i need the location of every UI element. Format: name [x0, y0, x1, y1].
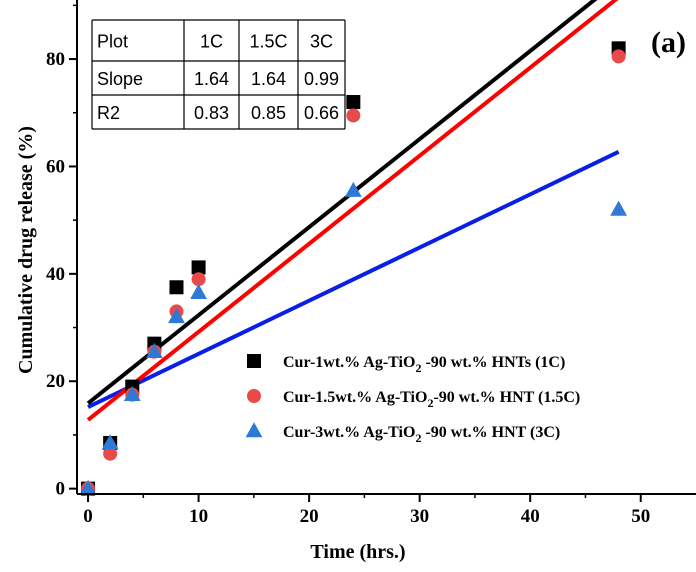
- table-cell-r1-c3: 0.99: [304, 69, 339, 89]
- legend-label-1: Cur-1wt.% Ag-TiO2 -90 wt.% HNTs (1C): [283, 354, 565, 375]
- data-point-s1-4: [169, 280, 184, 295]
- data-point-s2-7: [611, 49, 626, 64]
- stats-table: Plot 1C 1.5C 3C Slope 1.64 1.64 0.99 R2 0.83 0.85 0…: [91, 19, 346, 130]
- data-point-s2-1: [103, 446, 118, 461]
- table-background: [92, 20, 345, 129]
- legend-marker-3: [245, 422, 263, 438]
- data-point-s3-5: [190, 283, 207, 299]
- y-axis-title: Cumulative drug release (%): [15, 126, 37, 374]
- data-point-s3-2: [123, 385, 141, 401]
- x-tick-label-20: 20: [300, 506, 319, 527]
- panel-label: (a): [651, 26, 686, 59]
- x-tick-label-40: 40: [521, 506, 540, 527]
- data-point-s2-6: [346, 108, 361, 123]
- table-cell-r0-c0: Plot: [97, 32, 128, 52]
- table-cell-r2-c1: 0.83: [194, 103, 229, 123]
- table-cell-r2-c2: 0.85: [251, 103, 286, 123]
- table-cell-r2-c0: R2: [97, 103, 120, 123]
- data-point-s3-7: [610, 200, 628, 216]
- x-tick-label-0: 0: [83, 506, 93, 527]
- table-cell-r0-c1: 1C: [200, 32, 223, 52]
- legend-label-3: Cur-3wt.% Ag-TiO2 -90 wt.% HNT (3C): [283, 424, 560, 445]
- x-axis-title: Time (hrs.): [310, 541, 405, 563]
- table-cell-r1-c1: 1.64: [194, 69, 229, 89]
- axes-group: 0 10 20 30 40 50 0 20 40 60 80: [46, 0, 696, 527]
- table-cell-r1-c0: Slope: [97, 69, 143, 89]
- data-point-s1-6: [346, 95, 361, 110]
- legend-marker-2: [247, 389, 261, 403]
- table-cell-r2-c3: 0.66: [304, 103, 339, 123]
- data-point-s3-6: [344, 181, 362, 197]
- data-point-s2-5: [191, 272, 206, 287]
- markers-group: [79, 41, 628, 496]
- data-point-s3-0: [79, 479, 97, 495]
- x-tick-label-50: 50: [631, 506, 650, 527]
- x-tick-label-30: 30: [410, 506, 429, 527]
- y-tick-label-40: 40: [46, 264, 65, 285]
- data-point-s3-3: [145, 342, 163, 359]
- y-tick-label-0: 0: [56, 479, 66, 500]
- legend-marker-1: [247, 354, 261, 368]
- data-point-s1-5: [191, 260, 206, 275]
- data-point-s3-4: [168, 308, 185, 324]
- table-cell-r0-c2: 1.5C: [249, 32, 287, 52]
- y-tick-label-80: 80: [46, 49, 65, 70]
- legend-label-2: Cur-1.5wt.% Ag-TiO2-90 wt.% HNT (1.5C): [283, 389, 580, 410]
- x-tick-label-10: 10: [189, 506, 208, 527]
- table-cell-r1-c2: 1.64: [251, 69, 286, 89]
- y-tick-label-60: 60: [46, 156, 65, 177]
- legend: Cur-1wt.% Ag-TiO2 -90 wt.% HNTs (1C) Cur-…: [245, 354, 580, 445]
- y-tick-label-20: 20: [46, 371, 65, 392]
- fit-line-2: [86, 0, 619, 422]
- fit-line-3: [87, 150, 620, 409]
- table-cell-r0-c3: 3C: [310, 32, 333, 52]
- data-point-s3-1: [101, 434, 119, 450]
